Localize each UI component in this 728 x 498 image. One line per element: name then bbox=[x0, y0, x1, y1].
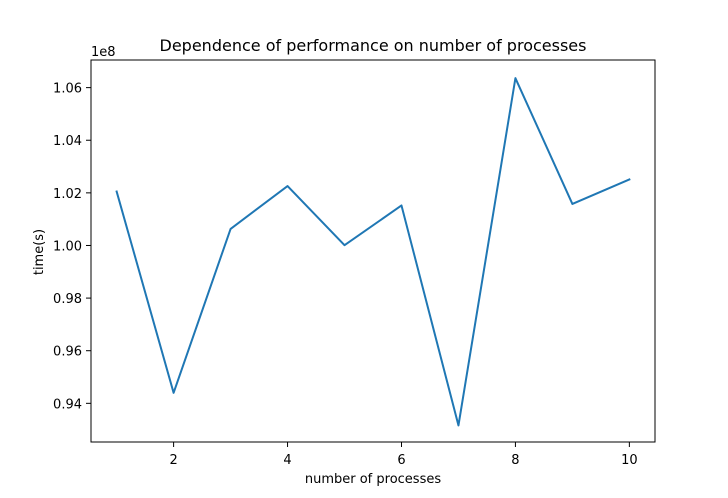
y-tick-label-4: 1.02 bbox=[53, 187, 82, 202]
axes-frame bbox=[90, 59, 656, 443]
x-tick-label-2: 6 bbox=[397, 453, 405, 468]
series-line-0 bbox=[115, 77, 631, 427]
y-axis-offset-label: 1e8 bbox=[91, 45, 116, 60]
y-tick-label-2: 0.98 bbox=[53, 292, 82, 307]
chart-title: Dependence of performance on number of p… bbox=[160, 36, 587, 55]
y-tick-label-5: 1.04 bbox=[53, 134, 82, 149]
y-tick-label-0: 0.94 bbox=[53, 397, 82, 412]
x-tick-label-0: 2 bbox=[169, 453, 177, 468]
y-tick-label-1: 0.96 bbox=[53, 345, 82, 360]
plot-area: 2 4 6 8 10 0.94 0.96 0.98 1.00 1.02 1.04 1.06 bbox=[53, 59, 656, 468]
x-tick-label-1: 4 bbox=[283, 453, 291, 468]
y-tick-label-3: 1.00 bbox=[53, 239, 82, 254]
x-tick-label-4: 10 bbox=[621, 453, 638, 468]
y-axis-label: time(s) bbox=[32, 229, 47, 275]
x-tick-label-3: 8 bbox=[511, 453, 519, 468]
x-axis-label: number of processes bbox=[305, 472, 441, 487]
y-tick-label-6: 1.06 bbox=[53, 82, 82, 97]
